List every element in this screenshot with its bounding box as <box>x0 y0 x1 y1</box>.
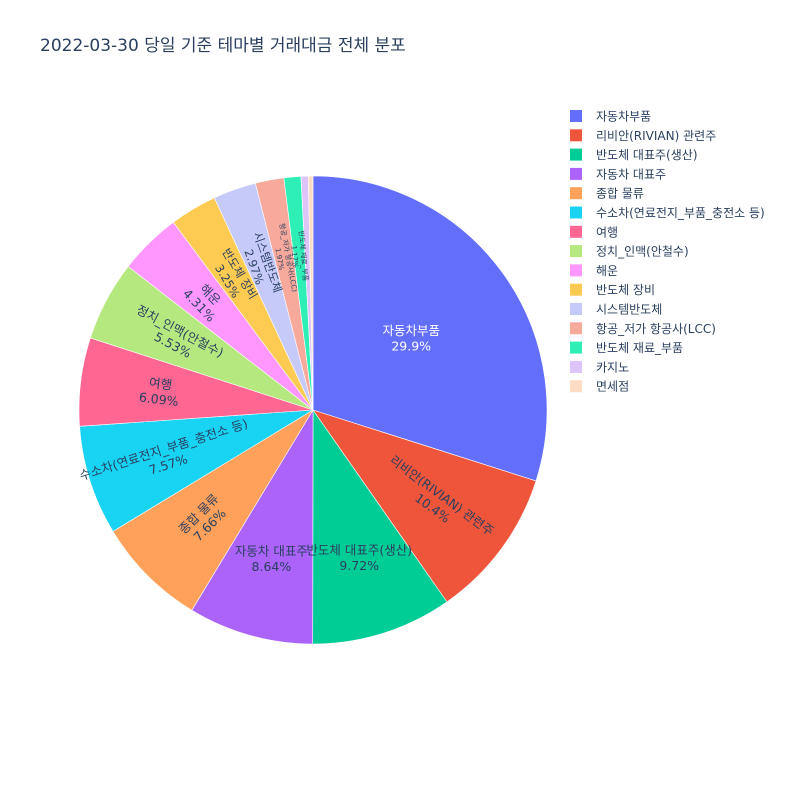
legend-label: 반도체 재료_부품 <box>596 341 683 355</box>
legend-item[interactable]: 반도체 재료_부품 <box>570 341 683 355</box>
slice-label: 자동차 대표주 8.64% <box>235 544 308 575</box>
legend-item[interactable]: 리비안(RIVIAN) 관련주 <box>570 129 716 143</box>
legend-label: 카지노 <box>596 360 629 374</box>
legend-item[interactable]: 카지노 <box>570 360 629 374</box>
legend-label: 항공_저가 항공사(LCC) <box>596 322 716 336</box>
legend-swatch <box>570 129 582 142</box>
pie-slice[interactable] <box>112 409 314 611</box>
legend-swatch <box>570 283 582 296</box>
pie-slice[interactable] <box>312 175 548 482</box>
pie-slice[interactable] <box>307 175 314 411</box>
legend-label: 정치_인맥(안철수) <box>596 245 689 259</box>
chart-title: 2022-03-30 당일 기준 테마별 거래대금 전체 분포 <box>40 36 406 56</box>
legend-swatch <box>570 110 582 122</box>
legend-item[interactable]: 면세점 <box>570 380 629 394</box>
pie-slices <box>78 175 548 645</box>
legend-item[interactable]: 자동차부품 <box>570 110 651 124</box>
legend-swatch <box>570 341 582 354</box>
slice-label: 여행6.09% <box>138 374 181 409</box>
pie-slice[interactable] <box>191 408 314 645</box>
legend-item[interactable]: 시스템반도체 <box>570 303 662 317</box>
legend-swatch <box>570 167 582 180</box>
legend-item[interactable]: 항공_저가 항공사(LCC) <box>570 322 716 336</box>
legend-swatch <box>570 206 582 219</box>
legend-item[interactable]: 여행 <box>570 224 618 239</box>
legend-swatch <box>570 264 582 277</box>
legend-swatch <box>570 380 582 393</box>
legend-item[interactable]: 수소차(연료전지_부품_충전소 등) <box>570 206 765 220</box>
legend-item[interactable]: 반도체 대표주(생산) <box>570 148 698 162</box>
legend-item[interactable]: 정치_인맥(안철수) <box>570 245 689 259</box>
slice-label: 반도체 대표주(생산) 9.72% <box>306 542 412 573</box>
legend-label: 시스템반도체 <box>596 303 662 317</box>
legend-swatch <box>570 148 582 161</box>
legend-swatch <box>570 245 582 258</box>
legend-label: 수소차(연료전지_부품_충전소 등) <box>596 206 765 220</box>
legend-item[interactable]: 해운 <box>570 264 618 278</box>
pie-slice[interactable] <box>312 409 448 645</box>
legend-swatch <box>570 187 582 200</box>
legend-item[interactable]: 종합 물류 <box>570 187 644 201</box>
legend-label: 종합 물류 <box>596 187 644 201</box>
legend-label: 리비안(RIVIAN) 관련주 <box>596 129 716 143</box>
legend-swatch <box>570 322 582 335</box>
legend-swatch <box>570 360 582 373</box>
legend-label: 반도체 대표주(생산) <box>596 148 698 162</box>
legend-swatch <box>570 225 582 238</box>
slice-label: 자동차부품 29.9% <box>382 323 440 354</box>
legend-label: 해운 <box>596 264 618 278</box>
legend-label: 여행 <box>596 224 618 239</box>
legend-label: 자동차부품 <box>596 110 651 124</box>
legend-item[interactable]: 자동차 대표주 <box>570 167 666 181</box>
legend-label: 자동차 대표주 <box>596 167 666 181</box>
legend-item[interactable]: 반도체 장비 <box>570 283 655 297</box>
pie-slice[interactable] <box>312 409 537 603</box>
legend-swatch <box>570 303 582 315</box>
legend-label: 면세점 <box>596 380 629 394</box>
legend-label: 반도체 장비 <box>596 283 655 297</box>
pie-slice[interactable] <box>79 409 314 532</box>
